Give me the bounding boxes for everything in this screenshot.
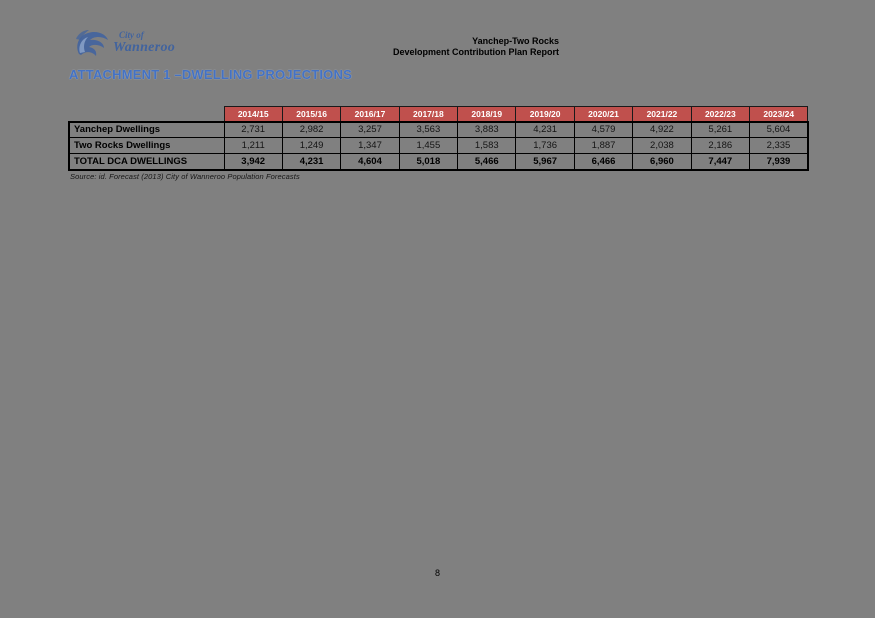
header-line-2: Development Contribution Plan Report [392,47,559,57]
table-row: Two Rocks Dwellings 1,211 1,249 1,347 1,455 1… [68,137,809,154]
value-cell: 1,249 [281,137,342,154]
value-cell: 1,887 [573,137,634,154]
value-cell: 4,579 [573,120,634,138]
value-cell: 2,982 [281,120,342,138]
value-cell: 1,455 [398,137,459,154]
value-cell: 5,466 [457,153,517,171]
value-cell: 4,922 [632,120,692,138]
value-cell: 2,335 [749,137,809,154]
value-cell: 1,736 [515,137,575,154]
row-label: Two Rocks Dwellings [68,137,225,154]
header-line-1: Yanchep-Two Rocks [472,36,559,46]
city-of-wanneroo-logo: City of Wanneroo [74,27,175,59]
year-header-cell: 2015/16 [281,106,342,122]
value-cell: 1,347 [340,137,400,154]
value-cell: 3,563 [398,120,459,138]
value-cell: 7,939 [749,153,809,171]
table-row: Yanchep Dwellings 2,731 2,982 3,257 3,563 3,8… [68,120,809,138]
row-label: TOTAL DCA DWELLINGS [68,153,225,171]
year-header-cell: 2022/23 [690,106,751,122]
attachment-title: ATTACHMENT 1 –DWELLING PROJECTIONS [69,67,352,82]
table-header-row: 2014/15 2015/16 2016/17 2017/18 2018/19 2019/… [69,106,809,122]
value-cell: 2,186 [690,137,751,154]
wanneroo-swirl-icon [74,27,112,59]
year-header-cell: 2016/17 [340,106,400,122]
year-header-cell: 2021/22 [632,106,692,122]
dwelling-projections-table: 2014/15 2015/16 2016/17 2017/18 2018/19 2019/… [68,106,809,171]
empty-header-cell [69,107,224,122]
value-cell: 4,604 [340,153,400,171]
year-header-cell: 2017/18 [398,106,459,122]
year-header-cell: 2019/20 [515,106,575,122]
value-cell: 5,604 [749,120,809,138]
document-header: Yanchep-Two Rocks Development Contributi… [393,36,559,58]
table-row: TOTAL DCA DWELLINGS 3,942 4,231 4,604 5,018 5… [68,153,809,171]
value-cell: 3,257 [340,120,400,138]
page-number: 8 [434,568,440,578]
value-cell: 5,261 [690,120,751,138]
year-header-cell: 2023/24 [749,106,809,122]
value-cell: 4,231 [515,120,575,138]
value-cell: 2,038 [632,137,692,154]
source-note: Source: id. Forecast (2013) City of Wann… [70,172,300,181]
logo-city-of-text: City of [119,30,144,40]
value-cell: 5,967 [515,153,575,171]
value-cell: 1,211 [223,137,283,154]
value-cell: 6,960 [632,153,692,171]
value-cell: 3,942 [223,153,283,171]
value-cell: 6,466 [573,153,634,171]
logo-wordmark: City of Wanneroo [113,31,175,55]
value-cell: 7,447 [690,153,751,171]
year-header-cell: 2018/19 [457,106,517,122]
year-header-cell: 2020/21 [573,106,634,122]
value-cell: 5,018 [398,153,459,171]
year-header-cell: 2014/15 [223,106,283,122]
value-cell: 2,731 [223,120,283,138]
logo-wanneroo-text: Wanneroo [113,40,176,55]
value-cell: 4,231 [281,153,342,171]
value-cell: 3,883 [457,120,517,138]
row-label: Yanchep Dwellings [68,120,225,138]
value-cell: 1,583 [457,137,517,154]
